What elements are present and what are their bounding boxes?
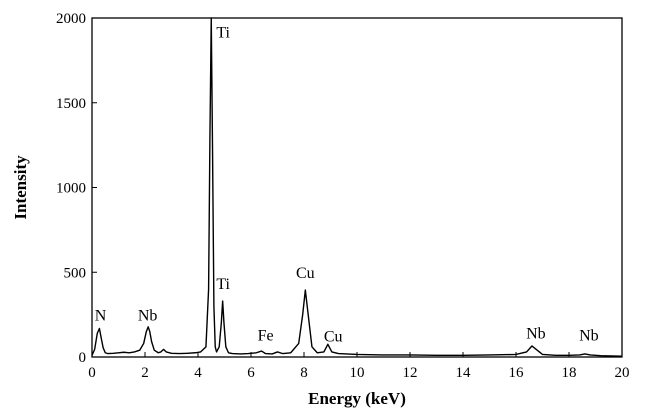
x-tick-label: 8 <box>300 365 308 381</box>
x-tick-label: 20 <box>615 365 630 381</box>
x-tick-label: 12 <box>403 365 418 381</box>
peak-annotations: N Nb Ti Ti Fe Cu Cu Nb Nb <box>95 24 599 345</box>
y-tick-label: 1000 <box>56 181 86 197</box>
peak-label: Nb <box>138 308 158 325</box>
peak-label: Fe <box>258 327 274 344</box>
plot-frame <box>91 17 623 358</box>
x-axis: 0 2 4 6 8 10 12 14 16 18 20 <box>88 352 630 381</box>
x-tick-label: 2 <box>141 365 149 381</box>
peak-label: Nb <box>526 325 546 342</box>
x-tick-label: 18 <box>562 365 577 381</box>
y-axis: 0 500 1000 1500 2000 <box>56 11 97 366</box>
y-tick-label: 2000 <box>56 11 86 27</box>
x-tick-label: 14 <box>456 365 472 381</box>
peak-label: Ti <box>216 276 230 293</box>
peak-label: Cu <box>324 328 343 345</box>
y-axis-title: Intensity <box>11 155 30 220</box>
peak-label: Nb <box>579 327 599 344</box>
x-tick-label: 4 <box>194 365 202 381</box>
peak-label: Ti <box>216 24 230 41</box>
x-tick-label: 6 <box>247 365 255 381</box>
peak-label: N <box>95 308 107 325</box>
x-axis-title: Energy (keV) <box>308 389 406 408</box>
peak-label: Cu <box>296 265 315 282</box>
spectrum-line <box>91 17 623 357</box>
y-tick-label: 1500 <box>56 96 86 112</box>
y-tick-label: 500 <box>64 265 87 281</box>
x-tick-label: 16 <box>509 365 525 381</box>
x-tick-label: 10 <box>350 365 365 381</box>
y-tick-label: 0 <box>79 350 87 366</box>
plot-area <box>91 17 623 358</box>
x-tick-label: 0 <box>88 365 96 381</box>
